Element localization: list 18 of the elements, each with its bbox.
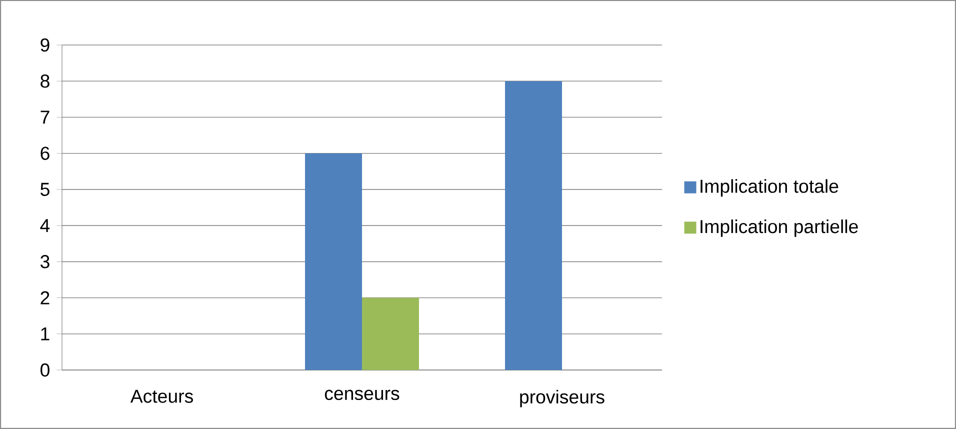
x-tick-label: Acteurs	[130, 390, 193, 403]
legend-label: Implication partielle	[700, 220, 858, 237]
y-tick-label: 0	[40, 363, 50, 377]
y-tick-label: 9	[40, 38, 50, 52]
bar	[305, 153, 362, 370]
x-tick-label: proviseurs	[520, 390, 604, 408]
y-tick-label: 1	[41, 327, 50, 340]
y-tick-label: 8	[40, 74, 50, 88]
y-tick-label: 3	[40, 255, 50, 268]
y-tick-label: 7	[40, 110, 50, 124]
x-tick-label: censeurs	[324, 390, 400, 400]
y-tick-label: 4	[40, 219, 50, 232]
bar	[362, 298, 420, 370]
y-tick-label: 2	[40, 291, 50, 304]
y-tick-label: 5	[40, 182, 50, 196]
legend-label: Implication totale	[700, 179, 838, 197]
bar	[505, 81, 562, 370]
y-tick-label: 6	[40, 146, 50, 160]
